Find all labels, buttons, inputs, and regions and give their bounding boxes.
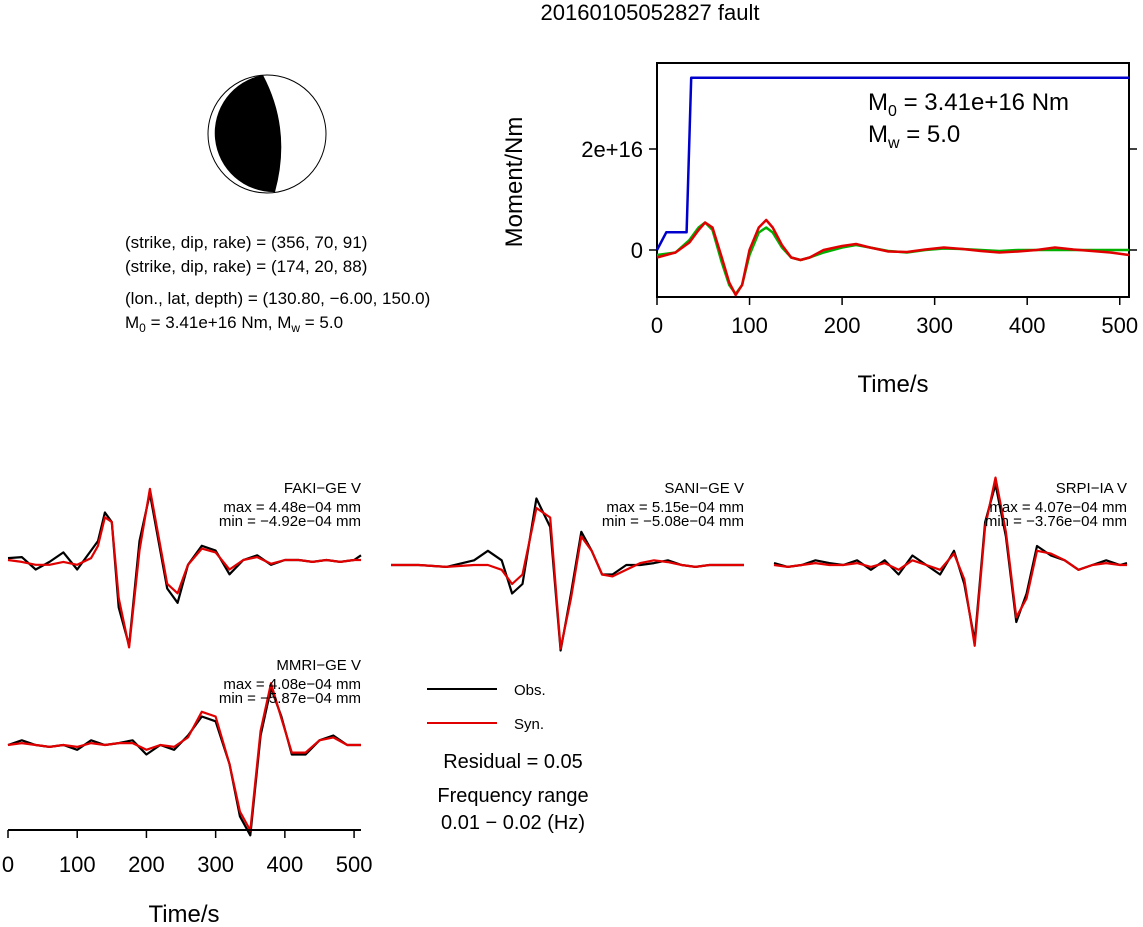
station-label-1: SANI−GE V: [664, 480, 744, 497]
legend-obs-label: Obs.: [514, 682, 546, 699]
station-min-2: min = −3.76e−04 mm: [985, 513, 1127, 530]
synthetic-trace-2: [773, 476, 1127, 647]
synthetic-trace-3: [7, 682, 361, 832]
waveform-xlabel: Time/s: [148, 901, 219, 927]
synthetic-trace-1: [391, 506, 744, 650]
waveform-xtick-label-5: 500: [336, 852, 373, 877]
waveform-xtick-label-0: 0: [2, 852, 14, 877]
moment-xtick-label-2: 200: [824, 313, 861, 338]
station-label-3: MMRI−GE V: [276, 657, 361, 674]
plane2-text: (strike, dip, rake) = (174, 20, 88): [125, 257, 367, 276]
waveform-xtick-label-4: 400: [267, 852, 304, 877]
beach-ball: [207, 74, 327, 194]
station-min-3: min = −5.87e−04 mm: [219, 690, 361, 707]
observed-trace-3: [7, 686, 361, 837]
station-max-1: max = 5.15e−04 mm: [606, 499, 744, 516]
station-min-0: min = −4.92e−04 mm: [219, 513, 361, 530]
waveform-xtick-label-1: 100: [59, 852, 96, 877]
mechanism-info: (strike, dip, rake) = (356, 70, 91) (str…: [125, 233, 430, 335]
moment-ytick-label-1: 2e+16: [581, 137, 643, 162]
moment-xtick-label-5: 500: [1101, 313, 1138, 338]
station-label-2: SRPI−IA V: [1056, 480, 1127, 497]
figure-title: 20160105052827 fault: [541, 0, 760, 25]
moment-xtick-label-1: 100: [731, 313, 768, 338]
station-max-2: max = 4.07e−04 mm: [989, 499, 1127, 516]
mw-label: Mw = 5.0: [868, 121, 960, 152]
station-label-0: FAKI−GE V: [284, 480, 361, 497]
station-max-3: max = 4.08e−04 mm: [223, 676, 361, 693]
frequency-title: Frequency range: [437, 785, 588, 807]
moment-xtick-label-4: 400: [1009, 313, 1046, 338]
moment-xlabel: Time/s: [857, 371, 928, 398]
station-max-0: max = 4.48e−04 mm: [223, 499, 361, 516]
legend: Obs. Syn. Residual = 0.05 Frequency rang…: [427, 682, 589, 834]
moment-summary-text: M0 = 3.41e+16 Nm, Mw = 5.0: [125, 313, 343, 335]
waveform-time-axis: Time/s 0 100 200 300 400 500: [2, 829, 373, 927]
m0-label: M0 = 3.41e+16 Nm: [868, 89, 1069, 120]
station-min-1: min = −5.08e−04 mm: [602, 513, 744, 530]
waveform-xtick-label-3: 300: [197, 852, 234, 877]
waveform-xtick-label-2: 200: [128, 852, 165, 877]
beach-ball-compressional: [214, 75, 282, 193]
plane1-text: (strike, dip, rake) = (356, 70, 91): [125, 233, 367, 252]
residual-text: Residual = 0.05: [443, 751, 583, 773]
synthetic-trace-0: [7, 487, 361, 649]
moment-xtick-label-3: 300: [916, 313, 953, 338]
moment-plot-frame: [656, 62, 1130, 298]
moment-series-synthetic_rate: [656, 218, 1130, 297]
moment-ylabel: Moment/Nm: [501, 117, 528, 248]
moment-series-cumulative_moment: [655, 76, 1129, 251]
legend-syn-label: Syn.: [514, 716, 544, 733]
moment-series-moment_rate: [656, 221, 1129, 296]
moment-ytick-label-0: 0: [631, 238, 643, 263]
frequency-value: 0.01 − 0.02 (Hz): [441, 812, 585, 834]
location-text: (lon., lat, depth) = (130.80, −6.00, 150…: [125, 289, 430, 308]
moment-xtick-label-0: 0: [651, 313, 663, 338]
